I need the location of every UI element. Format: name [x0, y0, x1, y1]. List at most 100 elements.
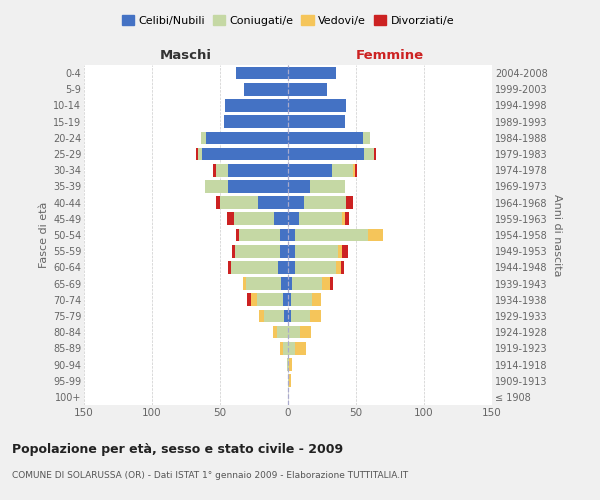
Bar [288, 148, 364, 160]
Bar [288, 83, 328, 96]
Bar [295, 245, 338, 258]
Bar [288, 196, 304, 209]
Bar [280, 342, 283, 354]
Bar [288, 342, 295, 354]
Bar [281, 278, 288, 290]
Bar [288, 116, 345, 128]
Bar [288, 99, 346, 112]
Bar [346, 196, 353, 209]
Bar [299, 212, 343, 225]
Bar [343, 245, 348, 258]
Bar [239, 228, 280, 241]
Bar [288, 67, 335, 80]
Bar [228, 164, 288, 176]
Text: Femmine: Femmine [356, 49, 424, 62]
Bar [206, 132, 288, 144]
Bar [343, 212, 345, 225]
Bar [322, 278, 330, 290]
Bar [330, 278, 333, 290]
Bar [232, 245, 235, 258]
Bar [247, 294, 251, 306]
Bar [288, 358, 289, 371]
Bar [288, 164, 332, 176]
Bar [226, 99, 288, 112]
Bar [364, 148, 374, 160]
Bar [355, 164, 358, 176]
Bar [288, 228, 295, 241]
Bar [310, 180, 345, 192]
Bar [258, 196, 288, 209]
Bar [227, 212, 233, 225]
Bar [353, 164, 355, 176]
Bar [335, 261, 341, 274]
Bar [259, 310, 263, 322]
Bar [236, 67, 288, 80]
Y-axis label: Fasce di età: Fasce di età [38, 202, 49, 268]
Y-axis label: Anni di nascita: Anni di nascita [551, 194, 562, 276]
Bar [280, 245, 288, 258]
Bar [291, 294, 313, 306]
Bar [284, 310, 288, 322]
Bar [287, 358, 288, 371]
Bar [288, 261, 295, 274]
Bar [283, 294, 288, 306]
Bar [291, 310, 310, 322]
Bar [277, 326, 288, 338]
Bar [374, 148, 376, 160]
Bar [332, 164, 353, 176]
Bar [368, 228, 383, 241]
Bar [295, 342, 305, 354]
Bar [288, 180, 310, 192]
Bar [288, 132, 363, 144]
Bar [300, 326, 311, 338]
Text: COMUNE DI SOLARUSSA (OR) - Dati ISTAT 1° gennaio 2009 - Elaborazione TUTTITALIA.: COMUNE DI SOLARUSSA (OR) - Dati ISTAT 1°… [12, 471, 408, 480]
Bar [345, 212, 349, 225]
Bar [220, 196, 258, 209]
Bar [288, 294, 291, 306]
Bar [289, 358, 292, 371]
Bar [289, 374, 291, 387]
Bar [313, 294, 320, 306]
Bar [278, 261, 288, 274]
Bar [295, 228, 368, 241]
Bar [216, 196, 220, 209]
Bar [235, 245, 280, 258]
Bar [288, 374, 289, 387]
Bar [251, 294, 257, 306]
Bar [288, 212, 299, 225]
Bar [202, 148, 288, 160]
Bar [196, 148, 198, 160]
Bar [257, 294, 283, 306]
Bar [310, 310, 320, 322]
Bar [341, 261, 344, 274]
Bar [280, 228, 288, 241]
Bar [338, 245, 343, 258]
Legend: Celibi/Nubili, Coniugati/e, Vedovi/e, Divorziati/e: Celibi/Nubili, Coniugati/e, Vedovi/e, Di… [118, 11, 458, 30]
Bar [246, 278, 281, 290]
Bar [288, 310, 291, 322]
Bar [244, 83, 288, 96]
Bar [263, 310, 284, 322]
Bar [243, 278, 246, 290]
Text: Maschi: Maschi [160, 49, 212, 62]
Bar [213, 164, 216, 176]
Bar [231, 261, 278, 274]
Bar [201, 132, 206, 144]
Bar [198, 148, 202, 160]
Bar [228, 180, 288, 192]
Bar [233, 212, 274, 225]
Bar [216, 164, 228, 176]
Bar [363, 132, 370, 144]
Bar [304, 196, 346, 209]
Bar [224, 116, 288, 128]
Bar [292, 278, 322, 290]
Bar [283, 342, 288, 354]
Bar [205, 180, 228, 192]
Bar [288, 245, 295, 258]
Bar [295, 261, 335, 274]
Bar [288, 278, 292, 290]
Bar [273, 326, 277, 338]
Bar [236, 228, 239, 241]
Bar [274, 212, 288, 225]
Bar [288, 326, 300, 338]
